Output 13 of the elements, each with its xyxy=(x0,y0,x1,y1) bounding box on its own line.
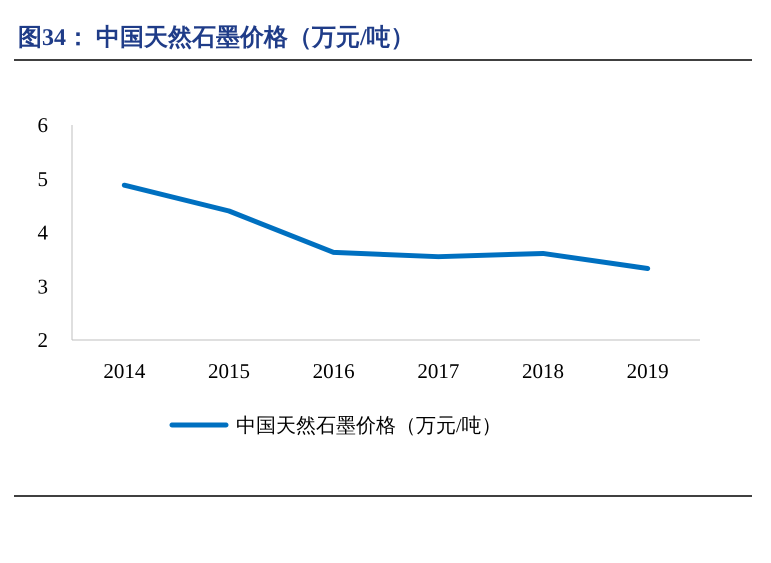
y-tick-label: 6 xyxy=(38,113,48,137)
y-tick-label: 4 xyxy=(38,220,48,244)
x-tick-label: 2018 xyxy=(522,359,564,383)
x-tick-label: 2016 xyxy=(312,359,355,383)
x-tick-label: 2014 xyxy=(103,359,146,383)
x-tick-label: 2015 xyxy=(208,359,250,383)
legend-label: 中国天然石墨价格（万元/吨） xyxy=(236,415,502,437)
y-tick-label: 5 xyxy=(38,166,48,191)
y-tick-label: 3 xyxy=(38,274,48,298)
y-tick-label: 2 xyxy=(38,328,48,352)
x-tick-label: 2017 xyxy=(417,359,460,383)
x-tick-label: 2019 xyxy=(626,359,669,383)
title: 图34： 中国天然石墨价格（万元/吨） xyxy=(18,25,415,51)
